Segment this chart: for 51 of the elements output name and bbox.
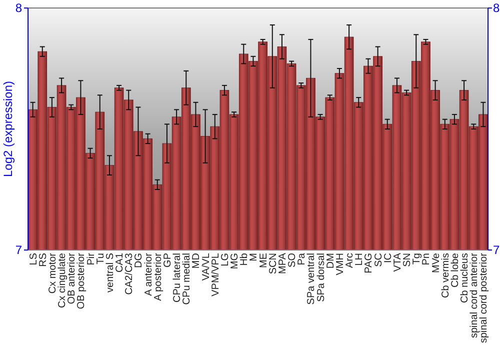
x-tick-label: PAG [364, 252, 375, 274]
x-tick-label: VPM/VPL [210, 252, 222, 296]
x-tick-label: VMH [334, 253, 346, 276]
x-tick-label: SO [287, 252, 298, 268]
x-tick-label: Pn [421, 253, 432, 266]
x-tick-label: OB anterior [66, 252, 78, 304]
x-tick-label: CA2/CA3 [124, 252, 136, 295]
x-tick-label: Pa [296, 252, 308, 266]
x-tick-label: Cb lobe [450, 252, 461, 288]
x-tick-label: VTA [392, 252, 404, 272]
x-tick-label: DM [325, 253, 336, 269]
x-tick-label: spinal cord anterior [469, 252, 480, 338]
x-tick-label: Cb nucleus [460, 253, 471, 304]
x-tick-label: MD [191, 253, 202, 269]
x-tick-label: IC [382, 253, 394, 263]
x-tick-label: Cx motor [47, 252, 58, 294]
x-tick-label: DG [134, 252, 145, 268]
x-tick-label: Cx cingulate [57, 252, 68, 308]
x-tick-label: A anterior [143, 252, 154, 296]
x-tick-label: LG [220, 252, 231, 266]
x-tick-label: Hb [239, 252, 250, 266]
x-tick-label: Tg [412, 253, 423, 265]
x-tick-label: ME [258, 252, 270, 268]
x-tick-label: LH [354, 253, 366, 266]
x-tick-label: GP [162, 252, 174, 268]
x-tick-label: CA1 [114, 252, 126, 272]
x-tick-label: CPu lateral [172, 253, 184, 302]
x-tick-label: Cb vermis [440, 253, 452, 298]
x-tick-label: Pir [86, 252, 97, 266]
x-tick-label: MG [230, 252, 241, 270]
x-tick-label: OB posterior [76, 252, 88, 310]
x-tick-label: MVe [430, 252, 442, 274]
x-tick-label: Tu [95, 253, 106, 264]
x-tick-label: MPA [277, 252, 288, 274]
x-tick-label: spinal cord posterior [478, 252, 490, 344]
x-tick-label: SN [402, 253, 414, 267]
y2-tick-label: 7 [493, 243, 500, 258]
x-tick-label: SPa ventral [306, 253, 318, 305]
x-tick-label: SC [373, 253, 384, 267]
x-tick-label: VA/VL [200, 252, 212, 281]
x-tick-label: ventral S [104, 252, 116, 292]
y-axis-title: Log2 (expression) [1, 80, 15, 178]
x-tick-label: A posterior [152, 252, 164, 301]
x-tick-label: SPa dorsal [316, 253, 327, 302]
x-tick-label: LS [28, 252, 40, 266]
x-tick-label: Arc [344, 253, 356, 268]
x-tick-label: M [248, 253, 260, 262]
y2-tick-label: 8 [493, 1, 500, 16]
x-tick-label: SCN [268, 253, 279, 274]
x-tick-label: RS [38, 252, 49, 267]
x-tick-label: CPu medial [182, 253, 193, 305]
